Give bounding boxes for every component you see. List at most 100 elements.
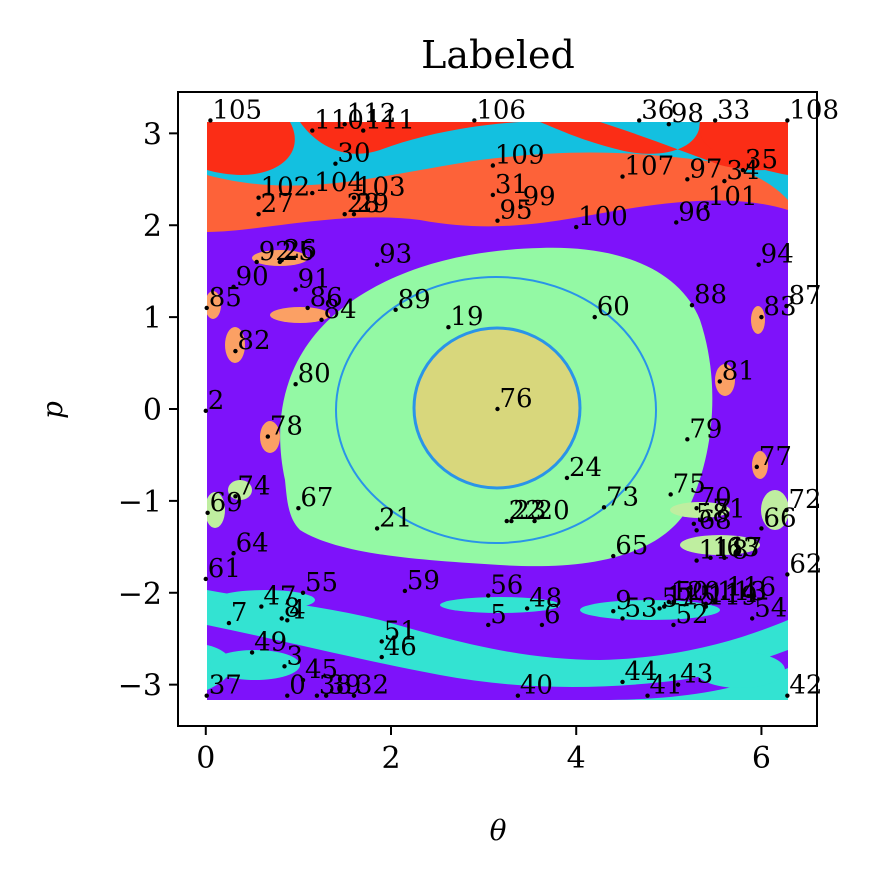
island-25 [252,250,308,266]
point-63 [722,555,727,561]
point-label-119: 119 [708,582,758,612]
point-label-95: 95 [500,196,533,226]
point-label-94: 94 [761,240,794,270]
point-label-66: 66 [763,503,796,533]
point-label-33: 33 [717,95,750,125]
point-51 [379,639,384,644]
point-67 [296,506,301,511]
region-red-right [699,122,788,175]
point-label-104: 104 [314,168,364,198]
x-tick-label: 4 [567,741,586,776]
point-label-36: 36 [641,95,674,125]
point-83 [759,314,764,320]
point-70 [694,506,699,511]
point-label-55: 55 [305,568,338,598]
point-label-69: 69 [210,488,243,518]
point-24 [564,475,570,481]
point-2 [203,408,208,414]
point-label-19: 19 [450,302,483,332]
point-6 [539,622,545,628]
point-92 [254,259,259,265]
point-label-89: 89 [398,285,431,315]
point-label-41: 41 [650,671,683,701]
point-78 [265,434,271,439]
point-97 [685,177,690,182]
x-tick-label: 2 [381,741,400,776]
point-label-114: 114 [708,579,758,609]
point-35 [740,167,746,173]
point-label-76: 76 [500,384,533,414]
point-label-22: 22 [509,496,542,526]
point-117 [708,555,713,561]
island-78 [260,421,280,453]
point-label-25: 25 [282,237,315,267]
point-45 [300,677,306,683]
point-label-102: 102 [261,173,311,203]
point-label-117: 117 [713,533,763,563]
point-43 [675,682,681,687]
point-115 [661,604,667,609]
point-26 [279,257,284,263]
point-label-28: 28 [347,189,380,219]
point-label-92: 92 [259,237,292,267]
point-52 [671,622,676,628]
point-103 [351,195,357,200]
point-44 [620,679,625,685]
point-91 [293,287,298,292]
point-105 [208,118,213,123]
point-label-48: 48 [529,583,562,613]
point-118 [694,558,699,563]
point-label-43: 43 [680,660,713,690]
point-37 [204,693,209,698]
island-77 [752,451,768,479]
point-label-82: 82 [237,326,270,356]
point-label-59: 59 [407,566,440,596]
point-label-5: 5 [490,600,507,630]
point-53 [620,616,625,621]
point-73 [601,505,607,510]
point-23 [509,518,514,524]
phase-space-regions [207,122,788,700]
point-label-86: 86 [310,283,343,313]
point-22 [504,518,509,524]
point-120 [666,599,672,605]
point-102 [256,195,261,200]
point-100 [574,224,579,230]
point-label-112: 112 [347,99,397,129]
point-label-79: 79 [689,414,722,444]
point-84 [319,317,324,323]
point-5 [486,622,491,628]
point-77 [754,464,760,470]
point-label-31: 31 [495,170,528,200]
data-points [203,118,790,698]
point-label-52: 52 [675,600,708,630]
point-57 [657,606,662,611]
island-turq-bot-l [210,650,300,680]
point-label-57: 57 [662,583,695,613]
point-label-21: 21 [379,503,412,533]
island-82 [225,327,245,363]
point-50 [671,599,676,605]
point-38 [314,693,320,698]
island-83 [751,306,765,334]
point-46 [379,654,384,660]
y-tick-label: −3 [118,669,162,704]
island-86 [270,307,330,323]
point-58 [691,521,697,527]
point-label-98: 98 [671,99,704,129]
point-label-24: 24 [569,453,602,483]
point-label-8: 8 [284,593,301,623]
point-label-61: 61 [208,554,241,584]
point-80 [293,381,298,387]
point-label-56: 56 [490,571,523,601]
y-axis-label: p [36,401,69,419]
point-49 [249,650,255,655]
y-axis: −3 −2 −1 0 1 2 3 [118,117,178,704]
point-31 [490,192,496,198]
point-87 [784,303,789,309]
point-71 [708,517,713,522]
point-85 [204,305,209,311]
island-turq-bot-r [695,652,785,688]
point-label-71: 71 [713,494,746,524]
point-99 [518,204,523,210]
